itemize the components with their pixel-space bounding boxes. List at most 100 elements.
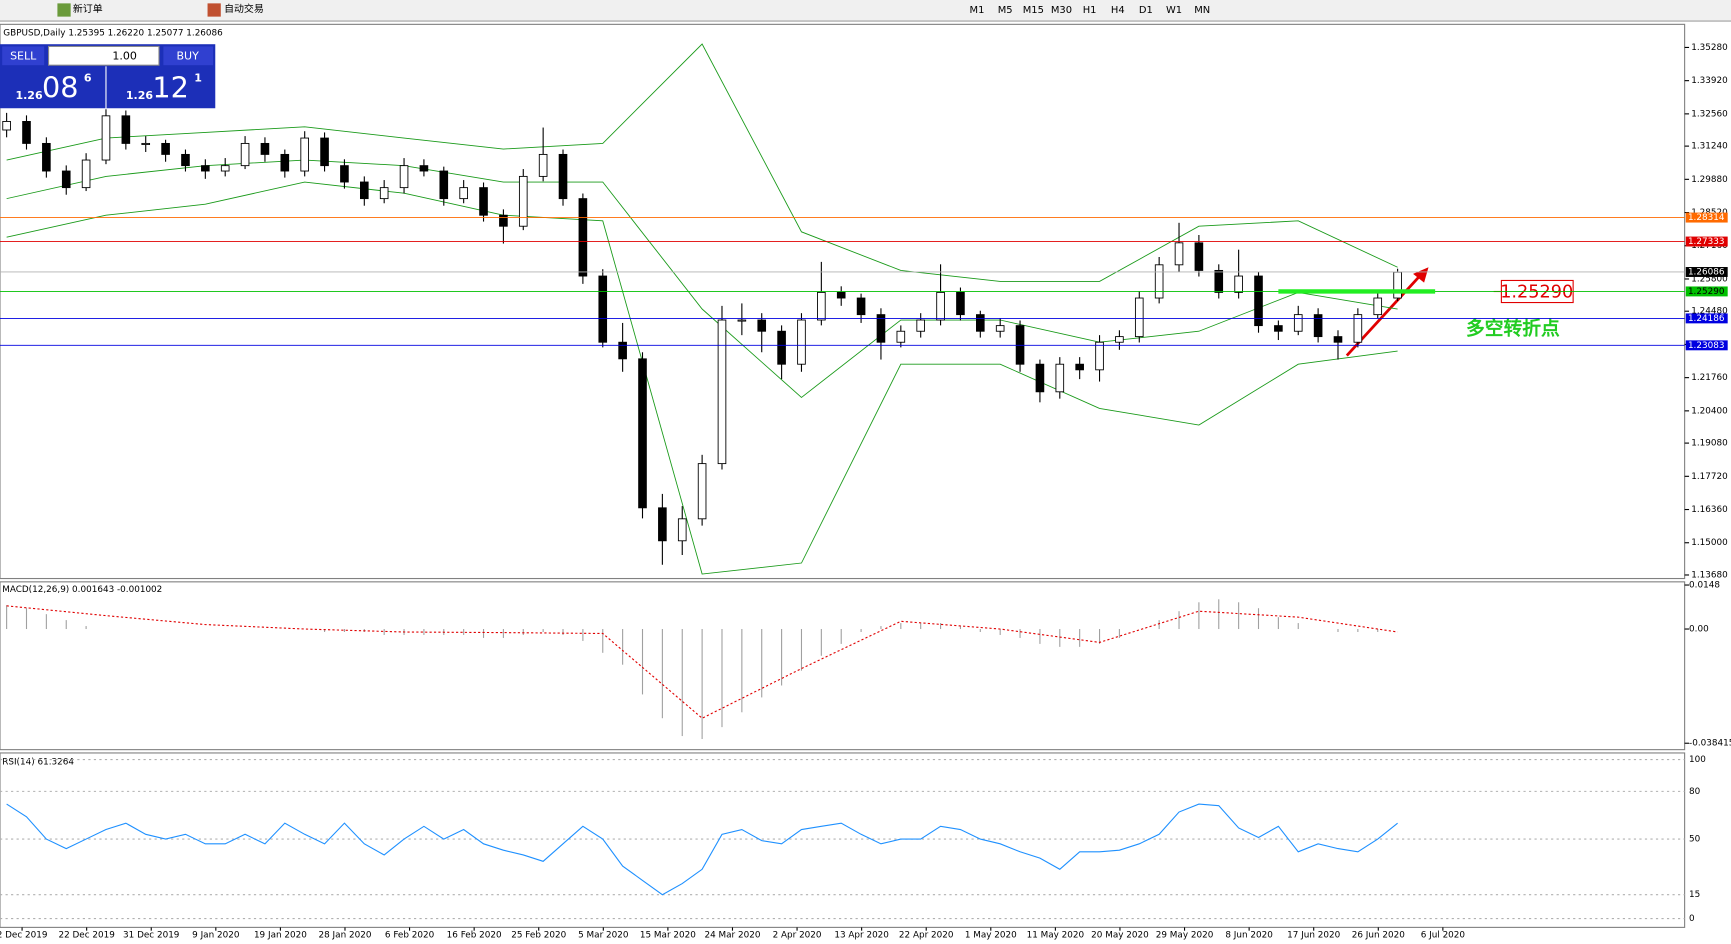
candle-body: [1055, 363, 1065, 393]
rsi-line: [6, 803, 1398, 896]
upper-band: [6, 43, 1398, 282]
candle-body: [439, 170, 449, 200]
period-button[interactable]: M30: [1051, 5, 1072, 16]
x-tick-label: 11 May 2020: [1027, 931, 1085, 941]
x-tick-label: 9 Jan 2020: [192, 931, 240, 941]
period-button[interactable]: D1: [1139, 5, 1153, 16]
period-button[interactable]: M15: [1023, 5, 1044, 16]
candle-body: [578, 198, 588, 277]
y-tick-label: 15: [1689, 890, 1700, 900]
x-tick-label: 20 May 2020: [1091, 931, 1149, 941]
toolbar-button[interactable]: 自动交易: [224, 2, 264, 15]
icon: [57, 3, 71, 17]
candle-body: [1134, 297, 1144, 338]
candle-body: [499, 214, 508, 227]
period-button[interactable]: MN: [1194, 5, 1210, 16]
toolbar: [0, 0, 1731, 22]
candle-body: [618, 341, 627, 360]
candle-body: [1353, 314, 1363, 343]
candle-body: [697, 463, 707, 520]
chart-header: GBPUSD,Daily 1.25395 1.26220 1.25077 1.2…: [3, 29, 223, 39]
sell-button[interactable]: [2, 46, 45, 66]
x-tick-label: 24 Mar 2020: [704, 931, 760, 941]
middle-band: [6, 159, 1398, 399]
level-label: 1.27333: [1688, 237, 1725, 247]
y-tick-label: 1.17720: [1691, 472, 1728, 482]
candle-body: [638, 358, 647, 509]
y-tick-label: 0.00: [1689, 625, 1709, 635]
period-button[interactable]: M1: [970, 5, 985, 16]
x-tick-label: 2 Dec 2019: [0, 931, 47, 941]
sell-fraction: 6: [84, 71, 92, 84]
rsi-header: RSI(14) 61.3264: [2, 757, 74, 767]
y-tick-label: 1.29880: [1691, 175, 1728, 185]
candle-body: [300, 137, 309, 172]
y-tick-label: 1.33920: [1691, 76, 1728, 86]
candle-body: [42, 142, 51, 172]
period-button[interactable]: H4: [1111, 5, 1125, 16]
candle-body: [399, 165, 409, 189]
level-label-box: [1685, 267, 1728, 277]
candle-body: [22, 121, 31, 144]
lower-band: [6, 181, 1398, 575]
y-tick-label: 0.0148: [1689, 581, 1720, 591]
candle-body: [558, 153, 568, 200]
candle-body: [2, 121, 11, 131]
candle-body: [916, 319, 926, 332]
lots-value[interactable]: 1.00: [112, 49, 137, 62]
y-tick-label: 1.35280: [1691, 43, 1728, 53]
x-tick-label: 22 Dec 2019: [58, 931, 114, 941]
candle-body: [936, 291, 945, 321]
candle-body: [320, 137, 329, 167]
y-tick-label: 80: [1689, 787, 1701, 797]
x-tick-label: 6 Feb 2020: [385, 931, 435, 941]
candle-body: [518, 175, 528, 227]
candle-body: [1115, 336, 1124, 343]
x-tick-label: 2 Apr 2020: [773, 931, 822, 941]
candle-body: [757, 319, 767, 332]
candle-body: [121, 115, 131, 144]
level-label-box: [1685, 212, 1728, 223]
level-label-box: [1685, 313, 1728, 324]
candle-body: [817, 291, 826, 321]
y-tick-label: 0: [1689, 914, 1695, 924]
candle-body: [220, 165, 230, 172]
candle-body: [1293, 314, 1303, 332]
period-button[interactable]: W1: [1166, 5, 1182, 16]
buy-fraction: 1: [194, 71, 202, 84]
buy-button[interactable]: [163, 46, 214, 66]
level-label: 1.26086: [1688, 267, 1725, 277]
toolbar-button[interactable]: 新订单: [73, 2, 103, 15]
sell-label[interactable]: SELL: [10, 49, 37, 62]
annotation-price: 1.25290: [1500, 283, 1573, 303]
icon: [207, 3, 221, 17]
y-tick-label: 1.13680: [1691, 570, 1728, 580]
candle-body: [956, 291, 965, 316]
candle-body: [340, 165, 349, 183]
candle-body: [1075, 363, 1084, 371]
level-label-box: [1685, 236, 1728, 247]
candle-body: [777, 330, 786, 365]
candle-body: [1254, 275, 1263, 327]
lots-input[interactable]: [48, 45, 160, 66]
candle-body: [717, 319, 727, 465]
y-tick-label: 1.16360: [1691, 505, 1728, 515]
candle-body: [598, 275, 608, 343]
candle-body: [836, 291, 846, 299]
level-label-box: [1685, 340, 1728, 351]
x-tick-label: 31 Dec 2019: [123, 931, 179, 941]
candle-body: [1234, 275, 1243, 293]
candle-body: [896, 330, 906, 343]
y-tick-label: 1.21760: [1691, 373, 1728, 383]
candle-body: [976, 314, 985, 332]
candle-body: [141, 142, 151, 145]
buy-label[interactable]: BUY: [176, 49, 199, 62]
candle-body: [1194, 242, 1204, 271]
period-button[interactable]: H1: [1083, 5, 1097, 16]
period-button[interactable]: M5: [998, 5, 1013, 16]
y-tick-label: 1.24480: [1691, 307, 1728, 317]
candle-body: [1214, 269, 1224, 293]
candle-body: [201, 165, 210, 172]
y-tick-label: 1.32560: [1691, 109, 1728, 119]
